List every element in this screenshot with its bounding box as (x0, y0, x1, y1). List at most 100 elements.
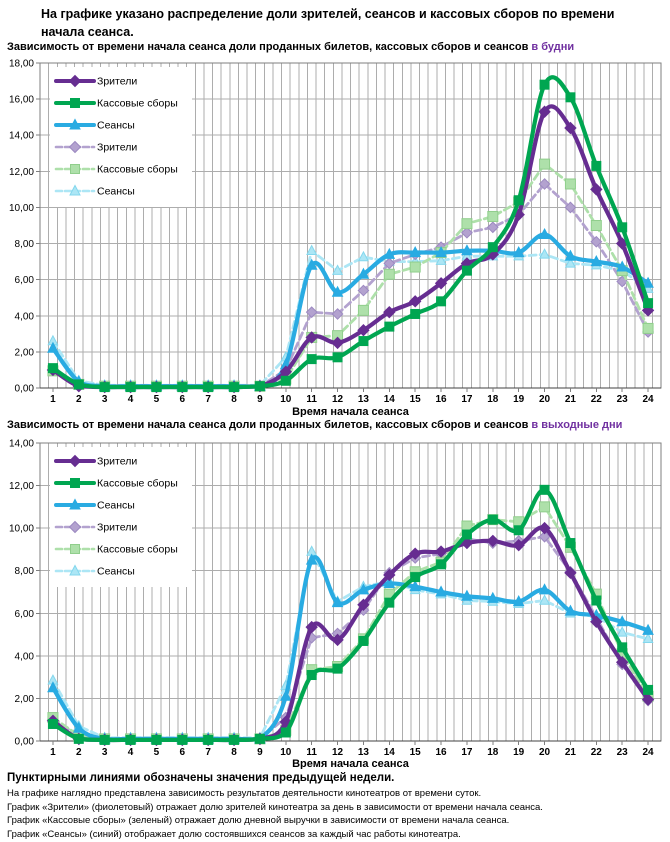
x-tick-label: 15 (410, 747, 422, 758)
x-tick-label: 10 (280, 394, 292, 405)
x-tick-label: 20 (539, 394, 551, 405)
x-tick-label: 20 (539, 747, 551, 758)
legend-label: Сеансы (97, 120, 135, 132)
legend-label: Зрители (97, 456, 137, 468)
legend-item-viewers-prev-week: Зрители (54, 520, 137, 534)
x-tick-label: 18 (487, 394, 499, 405)
legend-item-viewers-prev-week: Зрители (54, 140, 137, 154)
x-tick-label: 16 (436, 747, 448, 758)
footer-line: График «Сеансы» (синий) отображает долю … (7, 828, 461, 840)
x-tick-label: 15 (410, 394, 422, 405)
x-tick-label: 5 (154, 747, 160, 758)
x-tick-label: 3 (102, 747, 108, 758)
legend-label: Сеансы (97, 566, 135, 578)
series-box-office (47, 484, 654, 745)
x-tick-label: 8 (231, 394, 237, 405)
legend-label: Кассовые сборы (97, 98, 178, 110)
x-tick-label: 9 (257, 394, 263, 405)
weekday-chart-subtitle-text: Зависимость от времени начала сеанса дол… (7, 41, 529, 53)
x-tick-label: 21 (565, 394, 577, 405)
weekday-chart: 0,00 2,00 4,00 6,00 8,00 10,00 12,00 14,00 16,00… (9, 59, 662, 417)
y-tick-label: 8,00 (15, 239, 35, 250)
y-axis-labels: 0,00 2,00 4,00 6,00 8,00 10,00 12,00 14,00 (9, 439, 34, 748)
x-tick-label: 12 (332, 747, 344, 758)
legend-item-sessions: Сеансы (54, 118, 135, 132)
legend-item-sessions: Сеансы (54, 498, 135, 512)
x-tick-label: 19 (513, 747, 525, 758)
x-tick-label: 9 (257, 747, 263, 758)
legend-label: Кассовые сборы (97, 478, 178, 490)
y-tick-label: 14,00 (9, 131, 34, 142)
weekend-chart-subtitle-text: Зависимость от времени начала сеанса дол… (7, 419, 529, 431)
legend-item-box-office-prev-week: Кассовые сборы (54, 164, 178, 176)
legend-label: Кассовые сборы (97, 164, 178, 176)
x-tick-label: 6 (180, 747, 186, 758)
x-tick-label: 8 (231, 747, 237, 758)
legend-item-viewers: Зрители (54, 454, 137, 468)
x-tick-label: 1 (50, 747, 56, 758)
x-tick-label: 10 (280, 747, 292, 758)
weekend-chart-subtitle: Зависимость от времени начала сеанса дол… (7, 419, 622, 431)
y-tick-label: 2,00 (15, 694, 35, 705)
y-tick-label: 12,00 (9, 167, 34, 178)
x-tick-label: 14 (384, 747, 396, 758)
x-tick-label: 13 (358, 747, 370, 758)
legend-item-sessions-prev-week: Сеансы (54, 564, 135, 578)
x-tick-label: 22 (591, 747, 603, 758)
legend-label: Зрители (97, 76, 137, 88)
y-tick-label: 6,00 (15, 609, 35, 620)
x-tick-label: 23 (617, 394, 629, 405)
footer-bold-note: Пунктирными линиями обозначены значения … (7, 772, 395, 784)
legend-label: Сеансы (97, 186, 135, 198)
weekend-chart-subtitle-highlight: в выходные дни (531, 419, 623, 431)
x-tick-label: 12 (332, 394, 344, 405)
weekday-chart-subtitle-highlight: в будни (531, 41, 575, 53)
x-tick-label: 16 (436, 394, 448, 405)
x-tick-label: 13 (358, 394, 370, 405)
x-tick-label: 24 (643, 747, 655, 758)
legend-item-box-office: Кассовые сборы (54, 98, 178, 110)
x-axis-labels: 1 2 3 4 5 6 7 8 9 10 11 12 13 14 15 16 17 18 19 20 21 22 23 24 (50, 747, 654, 758)
legend-item-box-office: Кассовые сборы (54, 478, 178, 490)
footer-line: График «Кассовые сборы» (зеленый) отража… (7, 815, 510, 826)
y-tick-label: 14,00 (9, 439, 34, 450)
y-tick-label: 8,00 (15, 566, 35, 577)
x-tick-label: 7 (205, 747, 211, 758)
x-tick-label: 17 (461, 394, 473, 405)
x-tick-label: 19 (513, 394, 525, 405)
y-tick-label: 4,00 (15, 651, 35, 662)
legend-item-sessions-prev-week: Сеансы (54, 184, 135, 198)
x-tick-label: 5 (154, 394, 160, 405)
y-tick-label: 10,00 (9, 203, 34, 214)
footer-line: На графике наглядно представлена зависим… (7, 788, 482, 799)
legend-label: Сеансы (97, 500, 135, 512)
x-tick-label: 2 (76, 394, 82, 405)
x-tick-label: 24 (643, 394, 655, 405)
y-tick-label: 4,00 (15, 311, 35, 322)
y-axis-labels: 0,00 2,00 4,00 6,00 8,00 10,00 12,00 14,00 16,00… (9, 59, 34, 395)
x-tick-label: 18 (487, 747, 499, 758)
footer-line: График «Зрители» (фиолетовый) отражает д… (7, 801, 543, 813)
x-tick-label: 14 (384, 394, 396, 405)
x-axis-labels: 1 2 3 4 5 6 7 8 9 10 11 12 13 14 15 16 17 18 19 20 21 22 23 24 (50, 394, 654, 405)
x-tick-label: 7 (205, 394, 211, 405)
weekday-chart-subtitle: Зависимость от времени начала сеанса дол… (7, 41, 574, 53)
x-tick-label: 4 (128, 394, 134, 405)
footer-notes: Пунктирными линиями обозначены значения … (7, 772, 664, 841)
legend: Зрители Кассовые сборы Сеансы Зрители Кассов… (50, 67, 192, 207)
y-tick-label: 16,00 (9, 95, 34, 106)
legend-item-viewers: Зрители (54, 74, 137, 88)
y-tick-label: 10,00 (9, 524, 34, 535)
x-tick-label: 3 (102, 394, 108, 405)
x-tick-label: 17 (461, 747, 473, 758)
legend-label: Зрители (97, 522, 137, 534)
x-tick-label: 6 (180, 394, 186, 405)
series-box-office-markers (47, 484, 654, 745)
y-tick-label: 6,00 (15, 275, 35, 286)
series-box-office (47, 75, 654, 393)
x-tick-label: 11 (306, 747, 317, 758)
x-tick-label: 22 (591, 394, 603, 405)
x-axis-title: Время начала сеанса (292, 758, 410, 769)
